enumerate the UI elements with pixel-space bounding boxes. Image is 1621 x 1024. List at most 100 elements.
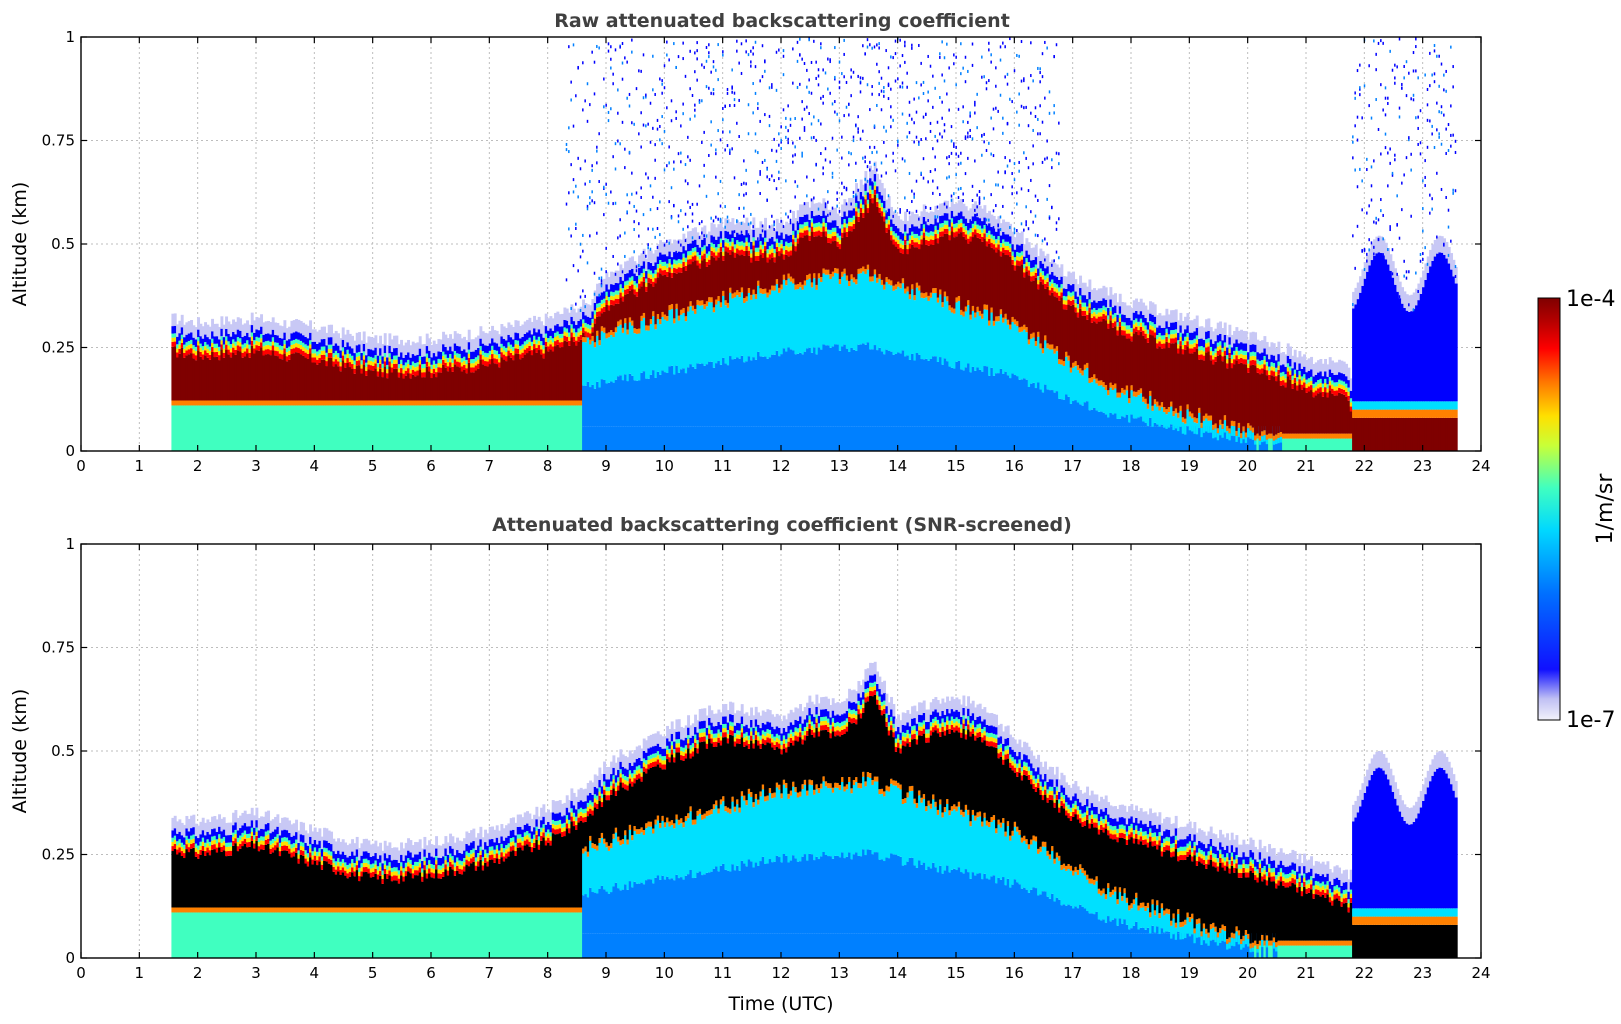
noise-speckle [820, 152, 822, 155]
noise-speckle [661, 83, 663, 86]
noise-speckle [610, 58, 612, 61]
noise-speckle [1039, 67, 1041, 70]
noise-speckle [895, 80, 897, 83]
noise-speckle [1030, 41, 1032, 44]
noise-speckle [1046, 140, 1048, 143]
noise-speckle [566, 148, 568, 151]
noise-speckle [853, 136, 855, 139]
noise-speckle [573, 43, 575, 46]
noise-speckle [1042, 52, 1044, 55]
noise-speckle [892, 215, 894, 218]
noise-speckle [904, 61, 906, 64]
noise-speckle [988, 142, 990, 145]
noise-speckle [1058, 122, 1060, 125]
noise-speckle [1058, 256, 1060, 259]
noise-speckle [580, 295, 582, 298]
noise-speckle [776, 51, 778, 54]
noise-speckle [972, 43, 974, 46]
noise-speckle [944, 56, 946, 59]
noise-speckle [904, 44, 906, 47]
noise-speckle [941, 101, 943, 104]
noise-speckle [951, 125, 953, 128]
noise-speckle [580, 167, 582, 170]
data-raw [171, 37, 1457, 451]
noise-speckle [589, 202, 591, 205]
noise-speckle [871, 85, 873, 88]
noise-speckle [666, 54, 668, 57]
noise-speckle [1014, 178, 1016, 181]
noise-speckle [874, 146, 876, 149]
noise-speckle [666, 240, 668, 243]
noise-speckle [981, 134, 983, 137]
noise-speckle [694, 104, 696, 107]
noise-speckle [745, 182, 747, 185]
noise-speckle [759, 120, 761, 123]
noise-speckle [834, 111, 836, 114]
noise-speckle [764, 70, 766, 73]
noise-speckle [731, 85, 733, 88]
noise-speckle [930, 170, 932, 173]
noise-speckle [808, 78, 810, 81]
noise-speckle [652, 228, 654, 231]
noise-speckle [710, 92, 712, 95]
noise-speckle [944, 123, 946, 126]
noise-speckle [643, 213, 645, 216]
noise-speckle [773, 228, 775, 231]
noise-speckle [696, 79, 698, 82]
noise-speckle [811, 198, 813, 201]
noise-speckle [794, 145, 796, 148]
noise-speckle [615, 273, 617, 276]
noise-speckle [832, 172, 834, 175]
noise-speckle [589, 180, 591, 183]
noise-speckle [636, 265, 638, 268]
noise-speckle [748, 223, 750, 226]
noise-speckle [860, 90, 862, 93]
noise-speckle [757, 102, 759, 105]
noise-speckle [736, 122, 738, 125]
noise-speckle [612, 82, 614, 85]
noise-speckle [573, 190, 575, 193]
noise-speckle [883, 126, 885, 129]
noise-speckle [1025, 220, 1027, 223]
noise-speckle [813, 40, 815, 43]
noise-speckle [885, 210, 887, 213]
noise-speckle [738, 193, 740, 196]
noise-speckle [876, 168, 878, 171]
noise-speckle [752, 82, 754, 85]
noise-speckle [923, 81, 925, 84]
noise-speckle [993, 209, 995, 212]
noise-speckle [729, 152, 731, 155]
noise-speckle [736, 40, 738, 43]
noise-speckle [787, 138, 789, 141]
noise-speckle [631, 121, 633, 124]
noise-speckle [918, 44, 920, 47]
noise-speckle [918, 96, 920, 99]
noise-speckle [1053, 55, 1055, 58]
noise-speckle [930, 65, 932, 68]
noise-speckle [895, 40, 897, 43]
noise-speckle [899, 39, 901, 42]
noise-speckle [638, 132, 640, 135]
noise-speckle [841, 136, 843, 139]
noise-speckle [1002, 117, 1004, 120]
noise-speckle [755, 150, 757, 153]
noise-speckle [1025, 205, 1027, 208]
noise-speckle [981, 76, 983, 79]
noise-speckle [703, 66, 705, 69]
noise-speckle [955, 146, 957, 149]
noise-speckle [883, 86, 885, 89]
noise-speckle [1018, 170, 1020, 173]
noise-speckle [1000, 94, 1002, 97]
noise-speckle [703, 131, 705, 134]
noise-speckle [965, 56, 967, 59]
noise-speckle [855, 193, 857, 196]
noise-speckle [881, 90, 883, 93]
noise-speckle [584, 295, 586, 298]
noise-speckle [867, 165, 869, 168]
noise-speckle [974, 101, 976, 104]
noise-speckle [608, 42, 610, 45]
noise-speckle [771, 83, 773, 86]
noise-speckle [916, 210, 918, 213]
noise-speckle [741, 231, 743, 234]
noise-speckle [1000, 59, 1002, 62]
